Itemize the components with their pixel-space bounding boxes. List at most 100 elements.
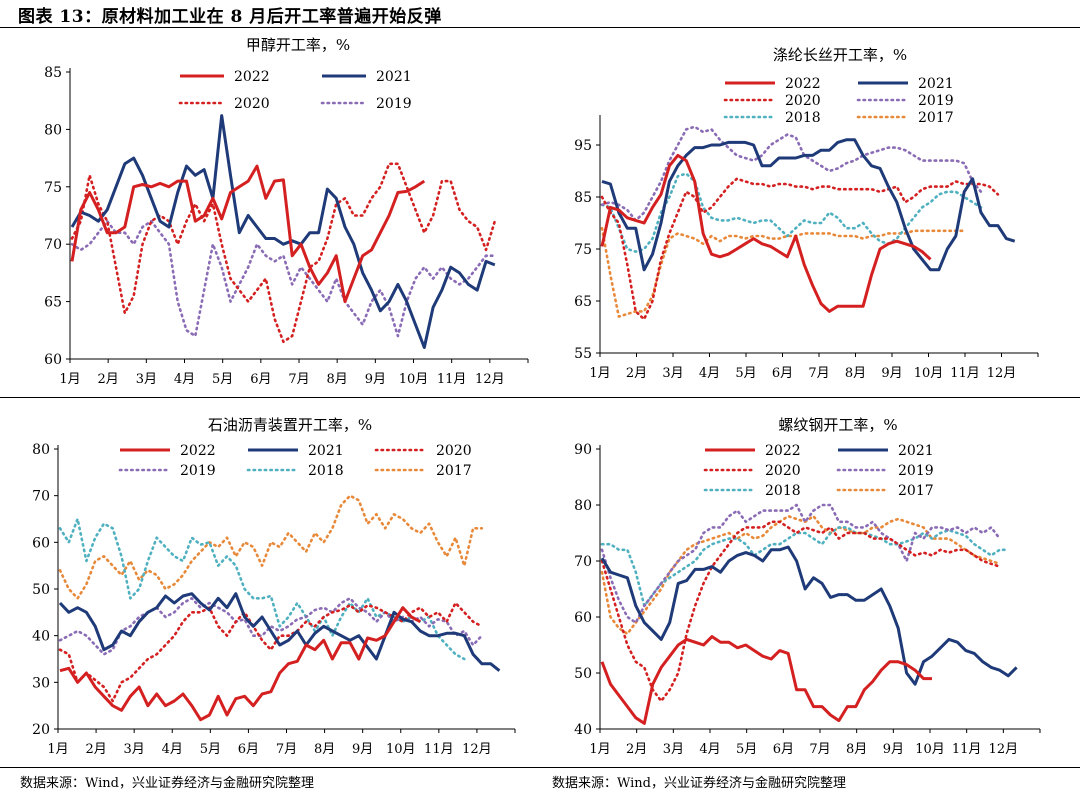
source-note-right: 数据来源：Wind，兴业证券经济与金融研究院整理 [552,776,846,791]
series-line-2019 [600,503,1002,624]
y-tick-label: 90 [574,442,592,458]
y-tick-label: 65 [574,294,592,310]
x-tick-label: 7月 [808,366,829,381]
x-tick-label: 1月 [589,742,610,757]
legend-label-2019: 2019 [376,96,412,112]
x-tick-label: 8月 [327,372,348,387]
rebar-chart: 螺纹钢开工率，% 40 50 60 70 80 90 1月 2月 3月 4月 5月 6月 7月 8月 9月 10… [574,416,1041,757]
legend-label-2022: 2022 [785,76,821,92]
x-tick-label: 4月 [162,742,183,757]
x-tick-label: 5月 [212,372,233,387]
legend-label-2021: 2021 [898,443,934,459]
series-line-2021 [600,545,1018,686]
legend-label-2019: 2019 [898,463,934,479]
legend-label-2020: 2020 [234,96,270,112]
y-tick-label: 20 [32,722,50,738]
x-tick-label: 10月 [386,742,416,757]
legend-label-2021: 2021 [918,76,954,92]
series-line-2021 [58,592,501,672]
x-tick-label: 12月 [475,372,505,387]
polyester-filament-chart: 涤纶长丝开工率，% 55 65 75 85 95 1月 2月 3月 4月 5月 6月 7月 8月 9月 10月… [574,46,1039,381]
source-note-left: 数据来源：Wind，兴业证券经济与金融研究院整理 [20,776,314,791]
x-tick-label: 2月 [85,742,106,757]
series-line-2022 [600,153,932,313]
legend-label-2018: 2018 [785,110,821,126]
legend-label-2022: 2022 [234,69,270,85]
y-tick-label: 85 [44,65,62,81]
x-tick-label: 2月 [98,372,119,387]
x-tick-label: 2月 [626,742,647,757]
figure-title: 图表 13：原材料加工业在 8 月后开工率普遍开始反弹 [18,7,442,27]
series-line-2021 [601,138,1016,272]
series-line-2018 [600,526,1010,608]
y-tick-label: 40 [574,722,592,738]
y-tick-label: 95 [574,138,592,154]
x-tick-label: 12月 [462,742,492,757]
bottom-rule [0,767,1080,768]
x-tick-label: 7月 [276,742,297,757]
y-tick-label: 50 [574,666,592,682]
x-tick-label: 5月 [735,366,756,381]
x-tick-label: 1月 [59,372,80,387]
x-tick-label: 8月 [846,742,867,757]
y-tick-label: 70 [44,237,62,253]
series-line-2020 [600,520,1002,703]
series-line-2022 [600,635,932,725]
y-tick-label: 50 [32,582,50,598]
asphalt-chart: 石油沥青装置开工率，% 20 30 40 50 60 70 80 1月 2月 3月 4月 5月 6月 7月 8… [32,416,516,757]
legend-label-2020: 2020 [765,463,801,479]
x-tick-label: 1月 [589,366,610,381]
legend-label-2018: 2018 [308,463,344,479]
y-tick-label: 75 [574,242,592,258]
x-tick-label: 5月 [736,742,757,757]
x-tick-label: 6月 [250,372,271,387]
y-tick-label: 65 [44,295,62,311]
legend-label-2019: 2019 [180,463,216,479]
x-tick-label: 7月 [809,742,830,757]
x-tick-label: 11月 [437,372,467,387]
series-line-2019 [70,219,497,338]
x-tick-label: 4月 [174,372,195,387]
legend-label-2017: 2017 [898,483,934,499]
chart-title: 涤纶长丝开工率，% [773,46,907,64]
series-line-2022 [70,164,426,304]
y-tick-label: 60 [32,535,50,551]
title-rule [0,27,1080,28]
x-tick-label: 4月 [699,366,720,381]
x-tick-label: 2月 [626,366,647,381]
series-line-2018 [58,517,466,661]
x-tick-label: 9月 [881,366,902,381]
series-line-2019 [600,125,983,222]
legend-label-2020: 2020 [436,443,472,459]
x-tick-label: 3月 [124,742,145,757]
x-tick-label: 3月 [136,372,157,387]
y-tick-label: 70 [32,489,50,505]
x-tick-label: 9月 [365,372,386,387]
x-tick-label: 8月 [845,366,866,381]
x-tick-label: 4月 [699,742,720,757]
x-tick-label: 5月 [200,742,221,757]
y-tick-label: 60 [574,610,592,626]
y-tick-label: 55 [574,346,592,362]
y-tick-label: 80 [574,498,592,514]
y-tick-label: 60 [44,352,62,368]
legend-label-2017: 2017 [918,110,954,126]
x-tick-label: 8月 [314,742,335,757]
legend-label-2022: 2022 [180,443,216,459]
series-line-2021 [70,114,496,349]
y-tick-label: 75 [44,180,62,196]
legend-label-2022: 2022 [765,443,801,459]
x-tick-label: 7月 [288,372,309,387]
y-tick-label: 40 [32,629,50,645]
x-tick-label: 11月 [424,742,454,757]
legend-label-2021: 2021 [308,443,344,459]
series-line-2017 [58,494,484,600]
legend-label-2017: 2017 [436,463,472,479]
legend-label-2021: 2021 [376,69,412,85]
x-tick-label: 9月 [352,742,373,757]
x-tick-label: 1月 [47,742,68,757]
legend-label-2020: 2020 [785,93,821,109]
x-tick-label: 6月 [238,742,259,757]
series-line-2019 [58,597,484,656]
x-tick-label: 3月 [663,742,684,757]
